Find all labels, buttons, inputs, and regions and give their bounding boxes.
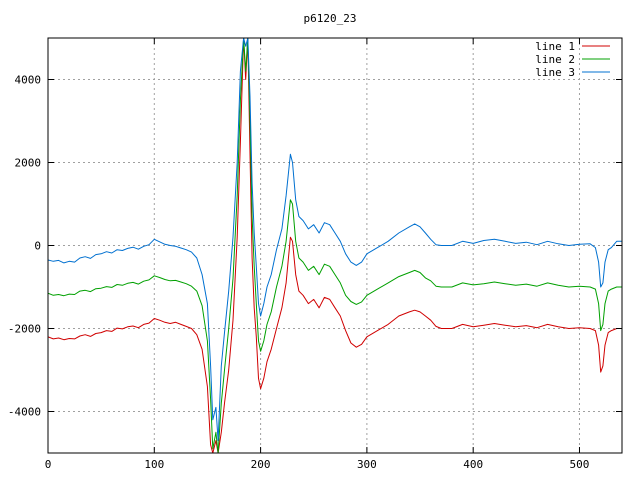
axis-ticks: 0 100 200 300 400 500 -4000 -2000 0 2000 4000 — [8, 38, 622, 471]
x-tick-label: 400 — [463, 458, 483, 471]
y-tick-label: 4000 — [15, 74, 42, 87]
series-line-2 — [48, 38, 622, 453]
series-line-1 — [48, 38, 622, 453]
y-tick-label: -4000 — [8, 406, 41, 419]
grid-lines — [48, 38, 622, 453]
x-tick-label: 0 — [45, 458, 52, 471]
x-tick-label: 100 — [144, 458, 164, 471]
legend-label-3: line 3 — [535, 66, 575, 79]
y-tick-label: 2000 — [15, 157, 42, 170]
legend-label-2: line 2 — [535, 53, 575, 66]
y-tick-label: -2000 — [8, 323, 41, 336]
series-layer — [48, 38, 622, 453]
series-line-3 — [48, 38, 622, 442]
x-tick-label: 200 — [251, 458, 271, 471]
y-tick-label: 0 — [34, 240, 41, 253]
x-tick-label: 300 — [357, 458, 377, 471]
x-tick-label: 500 — [570, 458, 590, 471]
chart-title: p6120_23 — [304, 12, 357, 25]
legend-label-1: line 1 — [535, 40, 575, 53]
